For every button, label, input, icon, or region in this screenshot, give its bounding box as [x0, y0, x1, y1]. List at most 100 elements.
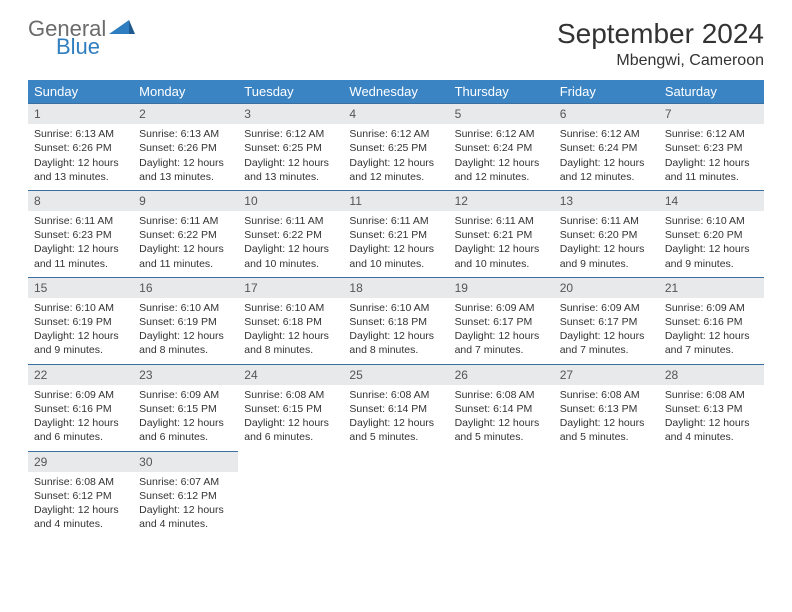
- sunrise-line: Sunrise: 6:12 AM: [560, 127, 653, 141]
- daylight-line: Daylight: 12 hours and 12 minutes.: [455, 156, 548, 184]
- day-number: 19: [449, 277, 554, 298]
- day-number: 12: [449, 190, 554, 211]
- daylight-line: Daylight: 12 hours and 9 minutes.: [560, 242, 653, 270]
- day-number: 24: [238, 364, 343, 385]
- day-number: 23: [133, 364, 238, 385]
- sunset-line: Sunset: 6:17 PM: [560, 315, 653, 329]
- sunset-line: Sunset: 6:12 PM: [139, 489, 232, 503]
- sunset-line: Sunset: 6:22 PM: [139, 228, 232, 242]
- sunrise-line: Sunrise: 6:13 AM: [34, 127, 127, 141]
- day-body: Sunrise: 6:12 AMSunset: 6:23 PMDaylight:…: [659, 124, 764, 190]
- day-body: Sunrise: 6:11 AMSunset: 6:20 PMDaylight:…: [554, 211, 659, 277]
- calendar-week-row: 1Sunrise: 6:13 AMSunset: 6:26 PMDaylight…: [28, 103, 764, 190]
- sunset-line: Sunset: 6:19 PM: [139, 315, 232, 329]
- weekday-header-row: SundayMondayTuesdayWednesdayThursdayFrid…: [28, 80, 764, 103]
- sunrise-line: Sunrise: 6:12 AM: [665, 127, 758, 141]
- sunrise-line: Sunrise: 6:12 AM: [244, 127, 337, 141]
- calendar-week-row: 15Sunrise: 6:10 AMSunset: 6:19 PMDayligh…: [28, 277, 764, 364]
- logo: General Blue: [28, 18, 135, 58]
- sunset-line: Sunset: 6:17 PM: [455, 315, 548, 329]
- sunrise-line: Sunrise: 6:08 AM: [665, 388, 758, 402]
- daylight-line: Daylight: 12 hours and 5 minutes.: [455, 416, 548, 444]
- day-body: Sunrise: 6:10 AMSunset: 6:18 PMDaylight:…: [343, 298, 448, 364]
- day-body: Sunrise: 6:10 AMSunset: 6:19 PMDaylight:…: [133, 298, 238, 364]
- daylight-line: Daylight: 12 hours and 8 minutes.: [139, 329, 232, 357]
- day-number: 5: [449, 103, 554, 124]
- day-number: 2: [133, 103, 238, 124]
- sunset-line: Sunset: 6:25 PM: [244, 141, 337, 155]
- day-body: Sunrise: 6:11 AMSunset: 6:22 PMDaylight:…: [133, 211, 238, 277]
- day-body: Sunrise: 6:08 AMSunset: 6:14 PMDaylight:…: [449, 385, 554, 451]
- daylight-line: Daylight: 12 hours and 6 minutes.: [244, 416, 337, 444]
- day-number: 9: [133, 190, 238, 211]
- sunset-line: Sunset: 6:19 PM: [34, 315, 127, 329]
- calendar-body: 1Sunrise: 6:13 AMSunset: 6:26 PMDaylight…: [28, 103, 764, 537]
- day-body: Sunrise: 6:08 AMSunset: 6:12 PMDaylight:…: [28, 472, 133, 538]
- sunrise-line: Sunrise: 6:11 AM: [349, 214, 442, 228]
- weekday-header: Saturday: [659, 80, 764, 103]
- calendar-empty-cell: [343, 451, 448, 538]
- day-body: Sunrise: 6:11 AMSunset: 6:21 PMDaylight:…: [343, 211, 448, 277]
- calendar-day-cell: 18Sunrise: 6:10 AMSunset: 6:18 PMDayligh…: [343, 277, 448, 364]
- weekday-header: Wednesday: [343, 80, 448, 103]
- logo-text-blue: Blue: [56, 36, 135, 58]
- sunset-line: Sunset: 6:18 PM: [244, 315, 337, 329]
- calendar-day-cell: 29Sunrise: 6:08 AMSunset: 6:12 PMDayligh…: [28, 451, 133, 538]
- day-body: Sunrise: 6:10 AMSunset: 6:18 PMDaylight:…: [238, 298, 343, 364]
- calendar-day-cell: 19Sunrise: 6:09 AMSunset: 6:17 PMDayligh…: [449, 277, 554, 364]
- calendar-day-cell: 12Sunrise: 6:11 AMSunset: 6:21 PMDayligh…: [449, 190, 554, 277]
- calendar-day-cell: 20Sunrise: 6:09 AMSunset: 6:17 PMDayligh…: [554, 277, 659, 364]
- daylight-line: Daylight: 12 hours and 10 minutes.: [455, 242, 548, 270]
- daylight-line: Daylight: 12 hours and 11 minutes.: [139, 242, 232, 270]
- calendar-empty-cell: [449, 451, 554, 538]
- daylight-line: Daylight: 12 hours and 12 minutes.: [560, 156, 653, 184]
- sunrise-line: Sunrise: 6:11 AM: [34, 214, 127, 228]
- daylight-line: Daylight: 12 hours and 13 minutes.: [139, 156, 232, 184]
- calendar-day-cell: 3Sunrise: 6:12 AMSunset: 6:25 PMDaylight…: [238, 103, 343, 190]
- day-number: 1: [28, 103, 133, 124]
- sunrise-line: Sunrise: 6:10 AM: [244, 301, 337, 315]
- daylight-line: Daylight: 12 hours and 6 minutes.: [34, 416, 127, 444]
- calendar-day-cell: 4Sunrise: 6:12 AMSunset: 6:25 PMDaylight…: [343, 103, 448, 190]
- daylight-line: Daylight: 12 hours and 5 minutes.: [560, 416, 653, 444]
- day-body: Sunrise: 6:10 AMSunset: 6:19 PMDaylight:…: [28, 298, 133, 364]
- day-body: Sunrise: 6:10 AMSunset: 6:20 PMDaylight:…: [659, 211, 764, 277]
- daylight-line: Daylight: 12 hours and 9 minutes.: [665, 242, 758, 270]
- sunrise-line: Sunrise: 6:10 AM: [34, 301, 127, 315]
- calendar-week-row: 29Sunrise: 6:08 AMSunset: 6:12 PMDayligh…: [28, 451, 764, 538]
- calendar-week-row: 8Sunrise: 6:11 AMSunset: 6:23 PMDaylight…: [28, 190, 764, 277]
- calendar-day-cell: 2Sunrise: 6:13 AMSunset: 6:26 PMDaylight…: [133, 103, 238, 190]
- day-number: 14: [659, 190, 764, 211]
- calendar-day-cell: 13Sunrise: 6:11 AMSunset: 6:20 PMDayligh…: [554, 190, 659, 277]
- page-subtitle: Mbengwi, Cameroon: [557, 52, 764, 70]
- day-body: Sunrise: 6:09 AMSunset: 6:15 PMDaylight:…: [133, 385, 238, 451]
- day-number: 16: [133, 277, 238, 298]
- sunrise-line: Sunrise: 6:12 AM: [349, 127, 442, 141]
- sunset-line: Sunset: 6:13 PM: [665, 402, 758, 416]
- day-number: 7: [659, 103, 764, 124]
- daylight-line: Daylight: 12 hours and 5 minutes.: [349, 416, 442, 444]
- calendar-day-cell: 15Sunrise: 6:10 AMSunset: 6:19 PMDayligh…: [28, 277, 133, 364]
- calendar-day-cell: 26Sunrise: 6:08 AMSunset: 6:14 PMDayligh…: [449, 364, 554, 451]
- sunset-line: Sunset: 6:13 PM: [560, 402, 653, 416]
- calendar-week-row: 22Sunrise: 6:09 AMSunset: 6:16 PMDayligh…: [28, 364, 764, 451]
- day-number: 4: [343, 103, 448, 124]
- day-number: 26: [449, 364, 554, 385]
- daylight-line: Daylight: 12 hours and 8 minutes.: [244, 329, 337, 357]
- sunset-line: Sunset: 6:18 PM: [349, 315, 442, 329]
- day-body: Sunrise: 6:12 AMSunset: 6:24 PMDaylight:…: [449, 124, 554, 190]
- daylight-line: Daylight: 12 hours and 7 minutes.: [665, 329, 758, 357]
- calendar-day-cell: 27Sunrise: 6:08 AMSunset: 6:13 PMDayligh…: [554, 364, 659, 451]
- sunset-line: Sunset: 6:16 PM: [34, 402, 127, 416]
- day-body: Sunrise: 6:07 AMSunset: 6:12 PMDaylight:…: [133, 472, 238, 538]
- daylight-line: Daylight: 12 hours and 7 minutes.: [455, 329, 548, 357]
- calendar-day-cell: 30Sunrise: 6:07 AMSunset: 6:12 PMDayligh…: [133, 451, 238, 538]
- calendar-day-cell: 10Sunrise: 6:11 AMSunset: 6:22 PMDayligh…: [238, 190, 343, 277]
- calendar-day-cell: 24Sunrise: 6:08 AMSunset: 6:15 PMDayligh…: [238, 364, 343, 451]
- sunrise-line: Sunrise: 6:13 AM: [139, 127, 232, 141]
- day-body: Sunrise: 6:12 AMSunset: 6:24 PMDaylight:…: [554, 124, 659, 190]
- day-body: Sunrise: 6:08 AMSunset: 6:13 PMDaylight:…: [659, 385, 764, 451]
- title-block: September 2024 Mbengwi, Cameroon: [557, 18, 764, 70]
- day-number: 6: [554, 103, 659, 124]
- daylight-line: Daylight: 12 hours and 13 minutes.: [244, 156, 337, 184]
